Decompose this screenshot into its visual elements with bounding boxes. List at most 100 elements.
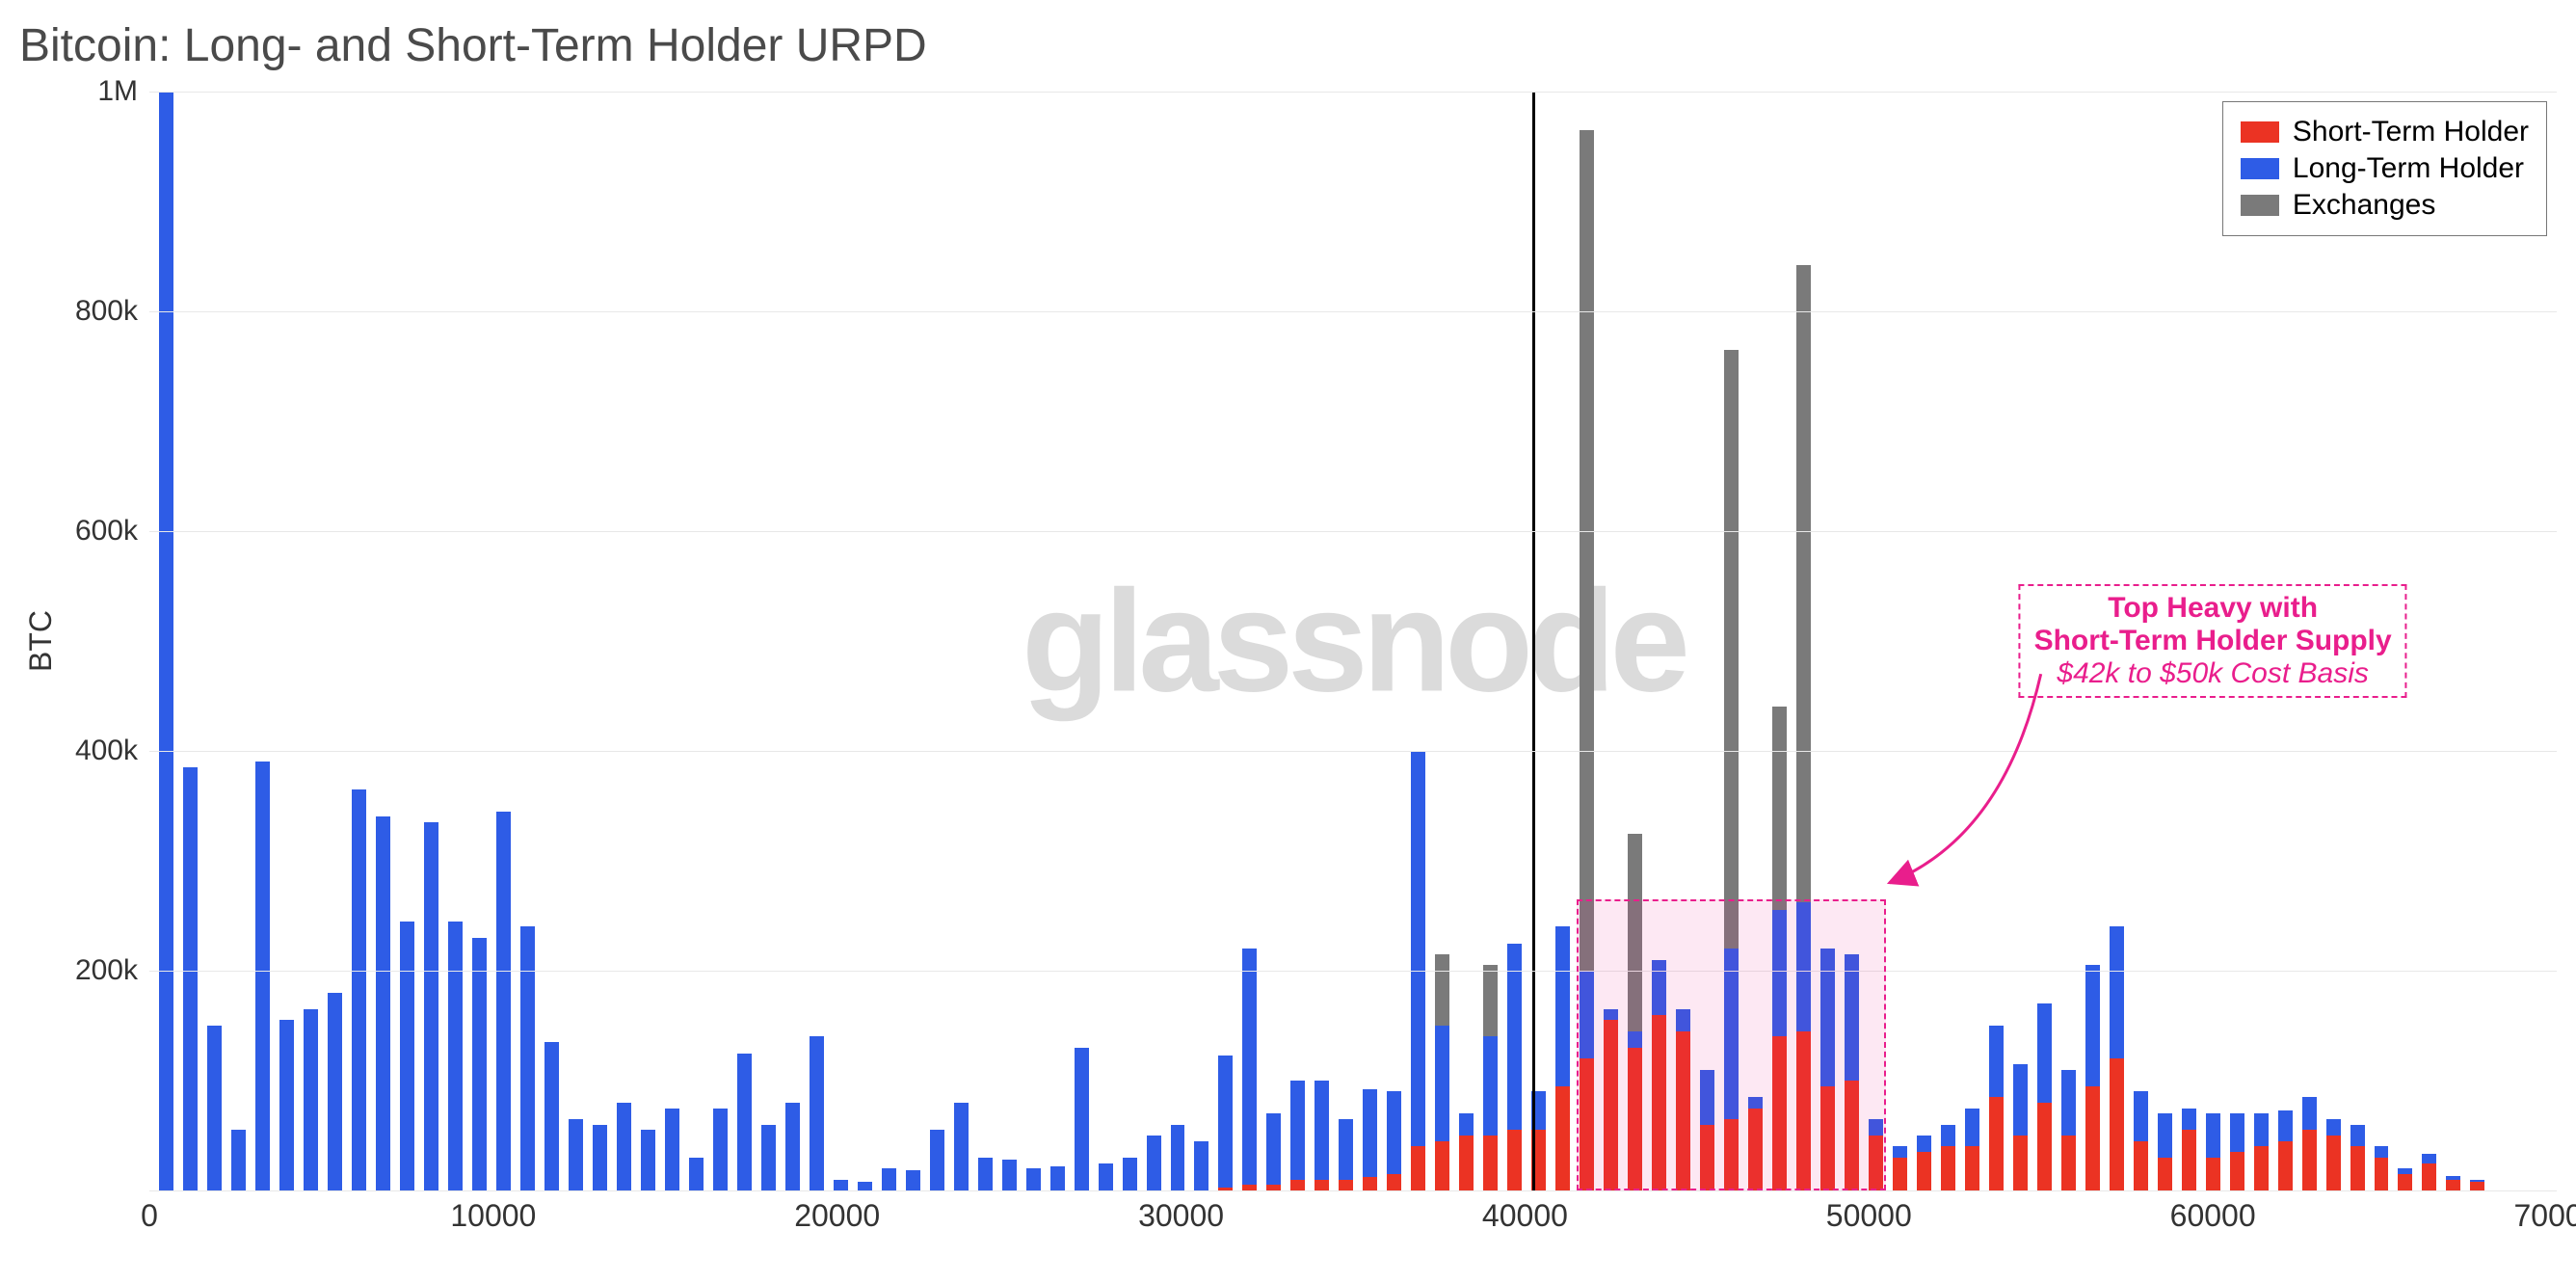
bar-segment-long-term [954,1103,969,1190]
legend-item: Short-Term Holder [2241,116,2529,148]
bar-segment-long-term [1796,902,1811,1030]
bar-segment-short-term [2061,1136,2076,1190]
bar-segment-long-term [1941,1125,1955,1147]
bar-segment-short-term [2278,1141,2293,1190]
bar-segment-exchanges [1628,834,1642,1031]
bar-segment-long-term [1459,1113,1474,1136]
bar [810,1036,824,1190]
legend-label: Short-Term Holder [2293,116,2529,148]
bar [207,1026,222,1190]
bar [1315,1081,1329,1190]
bar-segment-long-term [1989,1026,2004,1097]
bar-segment-long-term [1171,1125,1185,1190]
plot-area: BTC 200k400k600k800k1M glassnode Short-T… [19,92,2557,1248]
gridline [149,92,2557,93]
price-marker-line [1532,92,1535,1190]
bar-segment-long-term [1893,1146,1907,1157]
bar-segment-long-term [1050,1166,1065,1190]
bar [1171,1125,1185,1190]
bar [2013,1064,2028,1190]
bar [1290,1081,1305,1190]
bar-segment-long-term [159,92,173,1190]
bar-segment-long-term [1676,1009,1690,1031]
bar [376,816,390,1190]
bar-segment-short-term [1290,1180,1305,1190]
bar-segment-long-term [1218,1056,1233,1188]
bar-segment-short-term [2134,1141,2148,1190]
bar-segment-long-term [231,1130,246,1190]
bar-segment-short-term [1676,1031,1690,1190]
y-tick-label: 200k [75,954,138,987]
bar-segment-short-term [2326,1136,2341,1190]
bar-segment-short-term [1555,1086,1570,1190]
bar-segment-exchanges [1772,707,1787,910]
bar [1507,944,1522,1190]
bar-segment-short-term [1483,1136,1498,1190]
bar [1652,960,1666,1190]
bar-segment-long-term [882,1168,896,1190]
bar-segment-long-term [1652,960,1666,1015]
bar-segment-short-term [1748,1109,1763,1191]
bar [2398,1168,2412,1190]
legend-swatch [2241,121,2279,143]
bar-segment-long-term [1123,1158,1137,1190]
bar [1748,1097,1763,1190]
bar [785,1103,800,1190]
bar [2375,1146,2389,1190]
bar [352,789,366,1190]
bar-segment-long-term [1869,1119,1883,1136]
bar [2326,1119,2341,1190]
bar-segment-long-term [2182,1109,2196,1131]
bar [520,926,535,1190]
bar [1893,1146,1907,1190]
bar-segment-long-term [930,1130,944,1190]
bar-segment-long-term [1628,1031,1642,1048]
bar-segment-short-term [1941,1146,1955,1190]
bar-segment-short-term [1772,1036,1787,1190]
bar-segment-long-term [1845,954,1859,1081]
bar [1339,1119,1353,1190]
bar-segment-long-term [2134,1091,2148,1140]
bar-segment-long-term [1604,1009,1618,1020]
bar-segment-long-term [2230,1113,2244,1152]
x-tick-label: 10000 [450,1198,536,1234]
bar-segment-long-term [593,1125,607,1190]
bar-segment-short-term [2158,1158,2172,1190]
bar-segment-long-term [2085,965,2100,1085]
bar-segment-short-term [1580,1058,1594,1190]
bar-segment-long-term [2158,1113,2172,1158]
bar-segment-long-term [737,1054,752,1191]
bar-segment-long-term [352,789,366,1190]
x-tick-label: 60000 [2170,1198,2256,1234]
bar-segment-short-term [1604,1020,1618,1190]
bar [2278,1110,2293,1190]
bar [2182,1109,2196,1190]
bar-segment-long-term [1194,1141,1208,1190]
bar-segment-long-term [1700,1070,1714,1125]
gridline [149,751,2557,752]
y-tick-label: 400k [75,735,138,767]
bar [713,1109,728,1191]
bar [2302,1097,2317,1190]
bar [1555,926,1570,1190]
bar-segment-short-term [2398,1174,2412,1190]
bar [858,1182,872,1190]
bar-segment-short-term [1845,1081,1859,1190]
bar-segment-short-term [1917,1152,1931,1190]
bar-segment-long-term [400,922,414,1190]
bar-segment-long-term [2206,1113,2220,1158]
bar-segment-long-term [906,1170,920,1190]
bar-segment-long-term [544,1042,559,1190]
bar [2037,1003,2052,1190]
bar-segment-short-term [2446,1180,2460,1190]
bar [279,1020,294,1190]
bar [882,1168,896,1190]
x-tick-label: 30000 [1138,1198,1224,1234]
bar-segment-long-term [1965,1109,1979,1147]
bar [544,1042,559,1190]
legend-label: Long-Term Holder [2293,152,2524,185]
bar-segment-long-term [1411,751,1425,1146]
bar-segment-short-term [1411,1146,1425,1190]
bar-segment-short-term [1869,1136,1883,1190]
bar [737,1054,752,1191]
